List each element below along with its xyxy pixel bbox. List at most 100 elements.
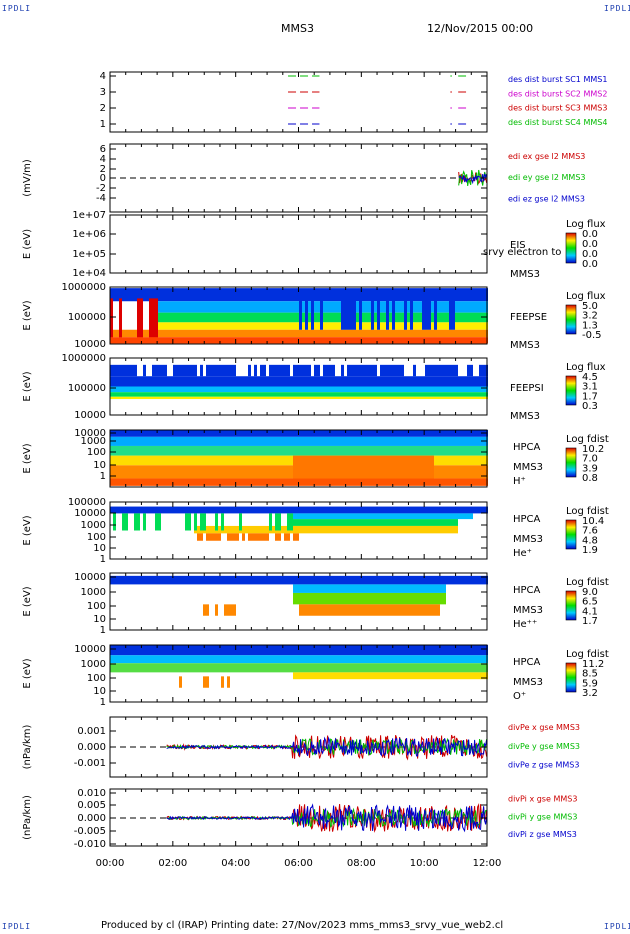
spectrogram-cell [128,329,131,338]
spectrogram-cell [110,645,113,656]
spectrogram-cell [452,478,455,486]
spectrogram-cell [461,322,464,330]
spectrogram-cell [287,575,290,585]
spectrogram-cell [311,672,314,680]
spectrogram-cell [131,392,134,397]
spectrogram-cell [149,396,152,400]
spectrogram-cell [245,322,248,330]
spectrogram-cell [206,436,209,446]
spectrogram-cell [182,322,185,330]
y-tick-label: 10000 [74,339,106,350]
spectrogram-cell [212,445,215,456]
spectrogram-cell [371,584,374,593]
spectrogram-cell [137,396,140,400]
spectrogram-cell [308,392,311,397]
spectrogram-cell [275,329,278,338]
spectrogram-cell [323,513,326,520]
spectrogram-cell [305,506,308,514]
spectrogram-cell [320,396,323,400]
spectrogram-cell [389,329,392,338]
spectrogram-cell [206,663,209,673]
spectrogram-cell [209,322,212,330]
spectrogram-cell [233,655,236,664]
spectrogram-cell [350,478,353,486]
spectrogram-cell [227,329,230,338]
spectrogram-cell [461,337,464,344]
spectrogram-cell [338,337,341,344]
spectrogram-cell [272,301,275,313]
spectrogram-cell [311,478,314,486]
spectrogram-cell [398,519,401,526]
spectrogram-cell [458,301,461,313]
spectrogram-cell [314,663,317,673]
trace-line [458,173,488,185]
spectrogram-cell [413,364,416,377]
spectrogram-cell [323,392,326,397]
spectrogram-cell [365,322,368,330]
spectrogram-cell [215,604,218,616]
spectrogram-cell [281,301,284,313]
spectrogram-cell [383,592,386,605]
spectrogram-cell [269,575,272,585]
spectrogram-cell [269,329,272,338]
spectrogram-cell [194,445,197,456]
spectrogram-cell [308,584,311,593]
y-tick-label: 10 [93,460,106,471]
spectrogram-cell [158,396,161,400]
spectrogram-cell [212,337,215,344]
spectrogram-cell [281,430,284,437]
spectrogram-cell [227,430,230,437]
spectrogram-cell [146,663,149,673]
spectrogram-cell [431,430,434,437]
spectrogram-cell [437,519,440,526]
spectrogram-cell [455,513,458,520]
spectrogram-cell [221,575,224,585]
spectrogram-cell [425,430,428,437]
spectrogram-cell [260,525,263,534]
spectrogram-cell [401,337,404,344]
spectrogram-cell [179,455,182,466]
spectrogram-cell [203,376,206,387]
spectrogram-cell [182,575,185,585]
spectrogram-cell [305,445,308,456]
spectrogram-cell [272,445,275,456]
spectrogram-cell [227,506,230,514]
spectrogram-cell [113,506,116,514]
spectrogram-cell [383,584,386,593]
spectrogram-cell [380,663,383,673]
trace-line [166,736,488,757]
spectrogram-cell [260,465,263,479]
spectrogram-cell [158,288,161,302]
spectrogram-cell [158,329,161,338]
spectrogram-cell [116,645,119,656]
spectrogram-cell [233,465,236,479]
spectrogram-cell [248,364,251,377]
spectrogram-cell [380,436,383,446]
spectrogram-cell [296,386,299,393]
y-tick-label: 4 [100,71,106,82]
spectrogram-cell [305,430,308,437]
spectrogram-cell [311,513,314,520]
spectrogram-cell [395,430,398,437]
spectrogram-cell [176,575,179,585]
spectrogram-cell [242,337,245,344]
spectrogram-cell [365,430,368,437]
y-tick-label: 100 [87,532,106,543]
spectrogram-cell [143,663,146,673]
spectrogram-cell [125,392,128,397]
spectrogram-cell [332,519,335,526]
spectrogram-cell [200,392,203,397]
spectrogram-cell [263,386,266,393]
spectrogram-cell [437,392,440,397]
spectrogram-cell [413,525,416,534]
spectrogram-cell [257,312,260,323]
spectrogram-cell [269,364,272,377]
spectrogram-cell [269,645,272,656]
spectrogram-cell [302,288,305,302]
spectrogram-cell [446,312,449,323]
spectrogram-cell [224,392,227,397]
spectrogram-cell [395,396,398,400]
spectrogram-cell [110,455,113,466]
spectrogram-cell [383,288,386,302]
spectrogram-cell [476,436,479,446]
